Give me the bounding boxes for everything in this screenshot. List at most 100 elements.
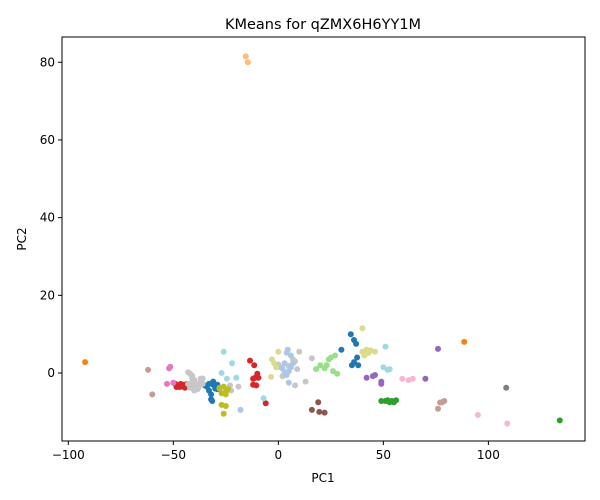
data-point — [255, 374, 262, 381]
data-point — [189, 372, 196, 379]
data-point — [268, 373, 274, 380]
data-point — [281, 369, 288, 376]
data-point — [292, 382, 299, 389]
data-point — [82, 359, 89, 366]
data-point — [170, 379, 177, 386]
data-point — [281, 360, 288, 367]
x-tick-label: 100 — [477, 448, 500, 462]
y-tick-label: 40 — [40, 211, 55, 225]
data-point — [338, 346, 345, 353]
data-point — [461, 338, 468, 345]
data-point — [290, 360, 296, 367]
ticks-layer: −100 −50 0 50 100 0 20 40 60 80 — [40, 55, 500, 462]
data-point — [275, 348, 282, 355]
data-point — [347, 331, 354, 338]
data-point — [222, 403, 229, 409]
data-point — [145, 366, 152, 373]
data-point — [206, 380, 212, 387]
data-point — [317, 362, 324, 369]
x-tick-label: 0 — [275, 448, 283, 462]
data-point — [393, 397, 399, 404]
data-point — [262, 400, 269, 407]
data-point — [195, 384, 202, 391]
data-point — [229, 360, 236, 367]
data-point — [223, 375, 230, 382]
cluster-12 — [145, 366, 448, 412]
data-point — [321, 409, 328, 416]
x-tick-label: −100 — [52, 448, 85, 462]
cluster-11 — [164, 363, 177, 387]
data-point — [348, 362, 355, 369]
data-point — [235, 383, 242, 390]
y-axis-label: PC2 — [15, 227, 29, 250]
data-point — [372, 348, 378, 355]
data-point — [556, 417, 563, 424]
plot-frame — [61, 36, 586, 442]
cluster-14 — [363, 345, 441, 387]
data-point — [332, 352, 339, 359]
data-point — [285, 379, 292, 386]
cluster-15 — [399, 375, 511, 427]
data-point — [216, 384, 223, 391]
data-point — [363, 374, 370, 381]
y-tick-label: 20 — [40, 288, 55, 302]
data-point — [247, 357, 253, 364]
data-point — [441, 398, 448, 404]
cluster-7 — [216, 383, 231, 417]
data-point — [378, 380, 385, 387]
data-point — [218, 370, 225, 376]
data-point — [190, 382, 197, 389]
data-point — [504, 420, 511, 427]
data-point — [372, 372, 378, 378]
data-point — [284, 346, 291, 353]
data-point — [260, 395, 267, 402]
data-point — [222, 388, 229, 395]
data-point — [251, 362, 258, 369]
y-tick-label: 0 — [47, 366, 55, 380]
data-point — [242, 53, 249, 60]
x-tick-label: −50 — [161, 448, 186, 462]
cluster-9 — [313, 352, 341, 377]
cluster-13 — [308, 399, 328, 416]
data-point — [316, 408, 323, 415]
data-point — [220, 348, 227, 355]
cluster-10 — [378, 397, 563, 424]
data-point — [382, 343, 389, 350]
chart-title: KMeans for qZMX6H6YY1M — [225, 17, 421, 33]
data-point — [250, 375, 257, 382]
data-point — [422, 375, 429, 382]
cluster-16 — [503, 384, 510, 391]
data-point — [220, 410, 227, 417]
data-point — [313, 366, 320, 373]
data-point — [323, 362, 330, 369]
data-point — [173, 384, 180, 390]
data-point — [435, 405, 441, 412]
data-point — [209, 398, 216, 404]
data-point — [353, 340, 360, 347]
data-point — [250, 381, 257, 388]
data-point — [199, 375, 206, 382]
cluster-2 — [201, 331, 362, 404]
data-point — [167, 363, 174, 370]
data-point — [208, 391, 215, 398]
cluster-1 — [242, 53, 251, 66]
data-point — [384, 366, 391, 373]
x-axis-label: PC1 — [311, 471, 334, 485]
data-point — [409, 375, 416, 382]
data-point — [355, 362, 362, 369]
y-tick-label: 60 — [40, 133, 55, 147]
data-point — [233, 374, 240, 381]
cluster-4 — [185, 348, 315, 394]
data-point — [354, 354, 361, 361]
cluster-8 — [268, 325, 378, 380]
data-point — [273, 364, 280, 371]
data-point — [287, 352, 294, 359]
data-point — [359, 325, 366, 332]
data-point — [359, 348, 366, 355]
cluster-6 — [218, 343, 393, 402]
data-point — [474, 412, 481, 418]
data-point — [185, 380, 191, 387]
data-point — [308, 355, 315, 362]
data-point — [296, 348, 303, 355]
